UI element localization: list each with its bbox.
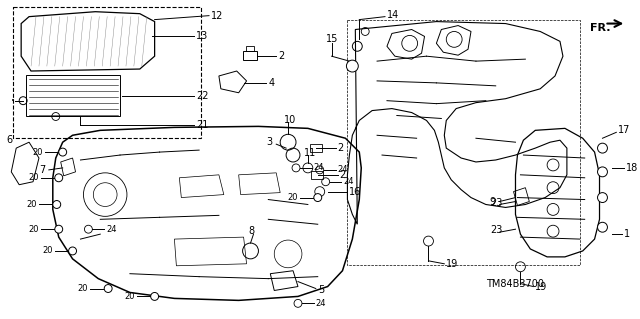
Circle shape — [59, 148, 67, 156]
Text: 1: 1 — [624, 229, 630, 239]
Text: 20: 20 — [28, 173, 39, 182]
Text: 8: 8 — [248, 226, 255, 236]
Text: 4: 4 — [268, 78, 275, 88]
Circle shape — [68, 247, 77, 255]
Circle shape — [104, 285, 112, 293]
Circle shape — [598, 222, 607, 232]
Text: 20: 20 — [28, 225, 39, 234]
Circle shape — [598, 167, 607, 177]
Text: 16: 16 — [349, 187, 362, 197]
Text: 15: 15 — [326, 34, 338, 44]
Text: 20: 20 — [42, 247, 52, 256]
Text: 20: 20 — [78, 284, 88, 293]
Bar — [310, 144, 322, 152]
Text: 20: 20 — [124, 292, 135, 301]
Text: FR.: FR. — [589, 23, 610, 33]
Bar — [243, 51, 257, 60]
Bar — [348, 19, 580, 265]
Text: 17: 17 — [618, 125, 630, 135]
Text: 23: 23 — [490, 197, 502, 207]
Text: 9: 9 — [490, 197, 496, 206]
Text: 19: 19 — [535, 282, 547, 292]
Bar — [311, 171, 323, 179]
Text: 11: 11 — [304, 148, 316, 158]
Text: 24: 24 — [316, 299, 326, 308]
Text: 7: 7 — [39, 165, 45, 175]
Circle shape — [150, 293, 159, 300]
Text: 19: 19 — [446, 259, 458, 269]
Text: 14: 14 — [387, 10, 399, 20]
Text: 20: 20 — [33, 148, 43, 157]
Text: 24: 24 — [314, 163, 324, 172]
Bar — [246, 46, 255, 51]
Circle shape — [55, 225, 63, 233]
Text: 5: 5 — [317, 286, 324, 295]
Text: 22: 22 — [196, 91, 209, 101]
Text: 6: 6 — [6, 135, 12, 145]
Text: 24: 24 — [344, 177, 354, 186]
Circle shape — [346, 60, 358, 72]
Circle shape — [598, 193, 607, 203]
Text: 2: 2 — [337, 143, 344, 153]
Text: 21: 21 — [196, 120, 209, 130]
Text: TM84B3700: TM84B3700 — [486, 278, 544, 289]
Circle shape — [55, 174, 63, 182]
Text: 2: 2 — [339, 170, 346, 180]
Text: 18: 18 — [626, 163, 639, 173]
Text: 13: 13 — [196, 31, 209, 41]
Text: 24: 24 — [337, 165, 348, 174]
Bar — [26, 75, 120, 116]
Text: •—: •— — [12, 98, 22, 104]
Text: 20: 20 — [26, 200, 37, 209]
Bar — [13, 7, 201, 138]
Text: 24: 24 — [106, 225, 116, 234]
Circle shape — [52, 201, 61, 208]
Text: 12: 12 — [211, 11, 223, 21]
Text: 2: 2 — [278, 51, 284, 61]
Text: 3: 3 — [266, 137, 273, 147]
Text: 20: 20 — [287, 193, 298, 202]
Circle shape — [314, 194, 322, 202]
Circle shape — [598, 143, 607, 153]
Text: 23: 23 — [490, 225, 502, 235]
Text: 10: 10 — [284, 115, 296, 125]
